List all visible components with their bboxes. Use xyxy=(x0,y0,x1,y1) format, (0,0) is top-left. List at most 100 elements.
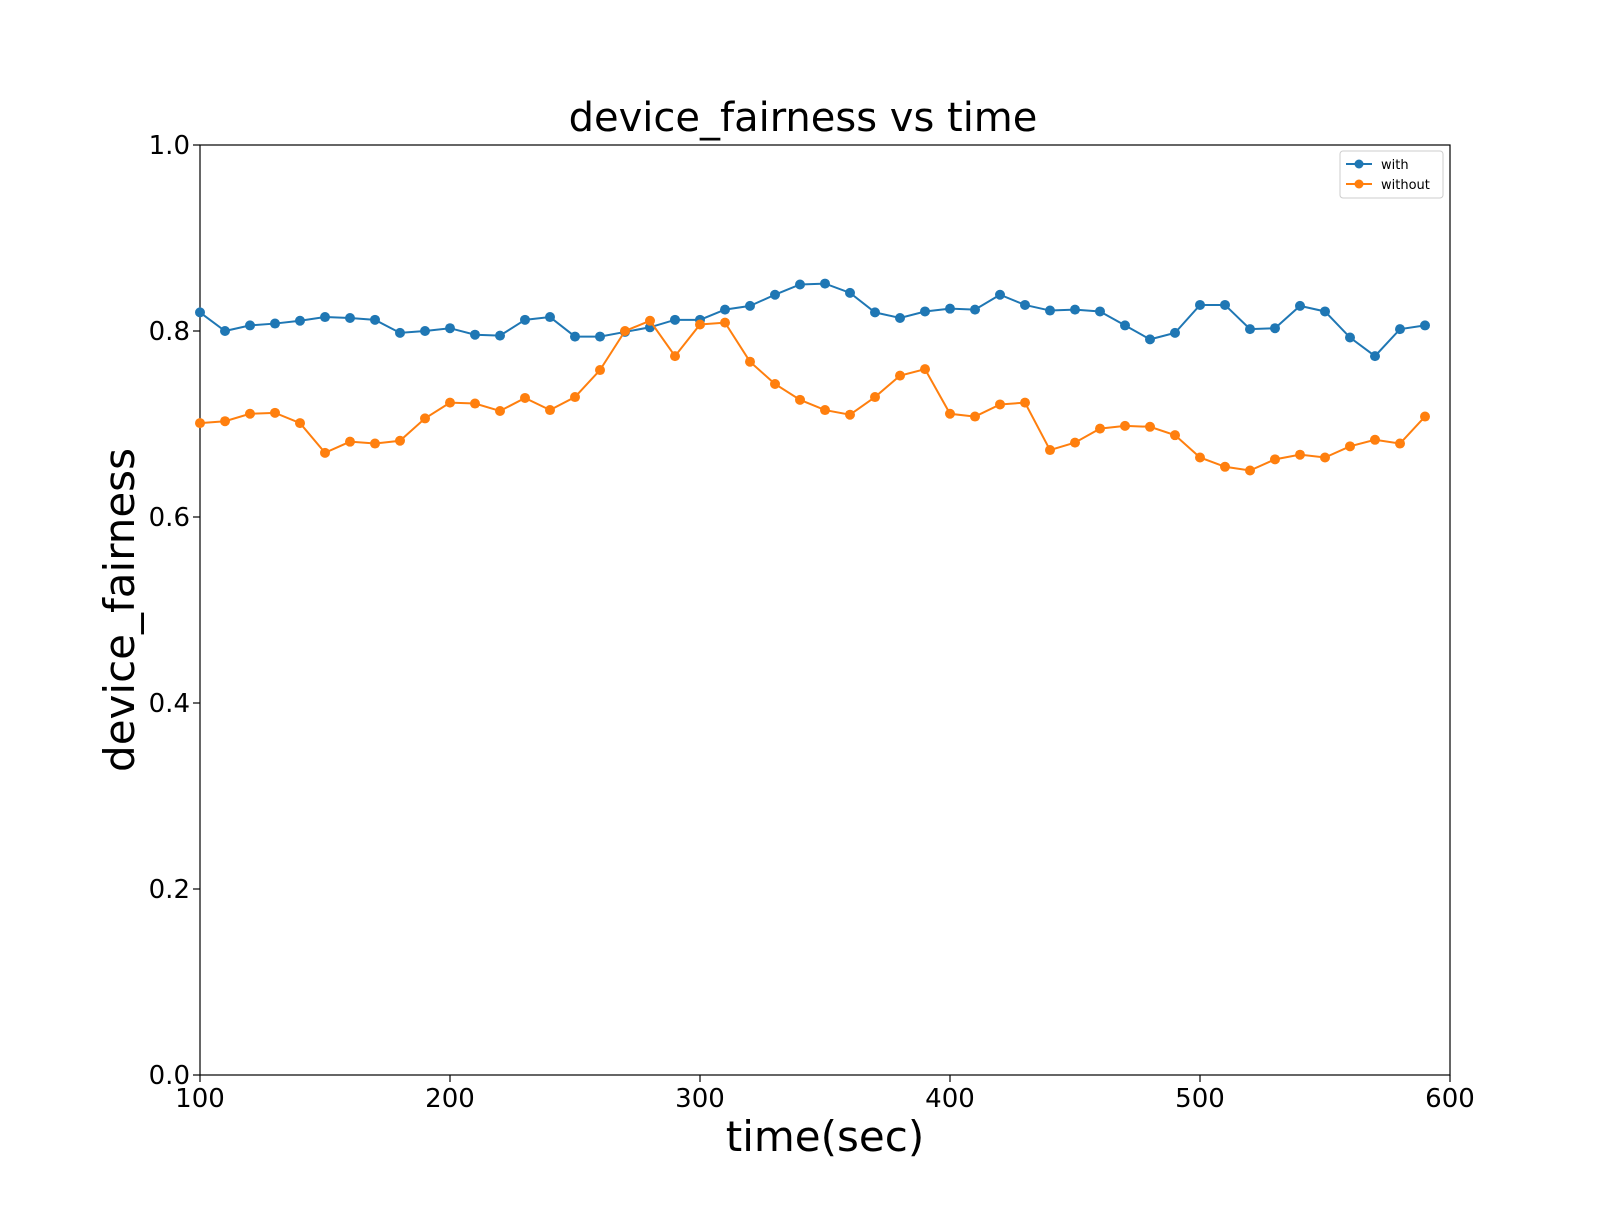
data-point-without xyxy=(470,398,480,409)
y-tick-label: 0.6 xyxy=(149,503,190,533)
plot-frame xyxy=(199,144,1451,1076)
data-point-with xyxy=(270,318,280,329)
data-point-with xyxy=(1070,304,1080,315)
data-point-without xyxy=(595,365,605,376)
data-point-without xyxy=(395,435,405,446)
data-point-without xyxy=(420,413,430,424)
data-point-without xyxy=(520,392,530,403)
data-point-with xyxy=(1395,324,1405,335)
data-point-with xyxy=(995,289,1005,300)
chart-title: device_fairness vs time xyxy=(569,95,1038,141)
data-point-with xyxy=(570,331,580,342)
data-point-without xyxy=(695,319,705,330)
data-point-without xyxy=(920,364,930,375)
data-point-without xyxy=(720,317,730,328)
legend-marker-with xyxy=(1354,159,1364,169)
data-point-without xyxy=(620,326,630,336)
data-point-without xyxy=(870,392,880,403)
data-point-with xyxy=(1245,324,1255,335)
data-point-without xyxy=(1270,454,1280,465)
data-point-with xyxy=(1170,327,1180,338)
data-point-without xyxy=(1145,421,1155,432)
data-point-with xyxy=(470,329,480,340)
data-point-without xyxy=(670,351,680,362)
x-axis: 100 200 300 400 500 600 xyxy=(175,1075,1475,1114)
data-point-without xyxy=(220,416,230,427)
data-point-with xyxy=(895,312,905,323)
data-point-with xyxy=(345,312,355,323)
data-point-without xyxy=(370,438,380,449)
data-point-with xyxy=(520,314,530,325)
data-point-without xyxy=(795,394,805,405)
legend-label-with: with xyxy=(1381,158,1409,173)
x-tick-label: 100 xyxy=(175,1084,225,1114)
data-point-without xyxy=(645,315,655,326)
x-tick-label: 500 xyxy=(1175,1084,1225,1114)
data-point-with xyxy=(1295,300,1305,311)
data-point-without xyxy=(995,399,1005,410)
data-point-with xyxy=(745,300,755,311)
data-point-without xyxy=(195,418,205,429)
data-point-without xyxy=(445,397,455,408)
data-point-without xyxy=(1020,397,1030,408)
data-point-with xyxy=(820,278,830,289)
data-point-with xyxy=(545,312,555,323)
data-point-with xyxy=(1420,320,1430,331)
data-point-with xyxy=(295,315,305,326)
data-point-without xyxy=(1245,465,1255,476)
data-point-with xyxy=(1095,306,1105,317)
data-point-without xyxy=(945,408,955,419)
data-point-without xyxy=(1070,437,1080,448)
data-point-without xyxy=(1370,434,1380,445)
data-point-without xyxy=(320,447,330,458)
data-point-with xyxy=(720,304,730,315)
series-layer xyxy=(195,278,1430,476)
x-axis-label: time(sec) xyxy=(726,1112,924,1161)
data-point-without xyxy=(1320,452,1330,463)
data-point-with xyxy=(1270,323,1280,334)
data-point-with xyxy=(1020,299,1030,310)
data-point-with xyxy=(1220,299,1230,310)
legend-frame xyxy=(1339,150,1444,199)
series-line-without xyxy=(199,319,1426,472)
data-point-without xyxy=(820,405,830,416)
x-tick-label: 600 xyxy=(1425,1084,1475,1114)
y-axis-label: device_fairness xyxy=(95,448,144,772)
legend: with without xyxy=(1339,150,1444,199)
data-point-without xyxy=(1195,452,1205,463)
x-tick-label: 200 xyxy=(425,1084,475,1114)
series-line-with xyxy=(199,282,1426,358)
data-point-with xyxy=(1195,299,1205,310)
data-point-with xyxy=(220,326,230,336)
legend-label-without: without xyxy=(1381,178,1430,193)
data-point-without xyxy=(1395,438,1405,449)
data-point-without xyxy=(1170,430,1180,441)
y-tick-label: 0.8 xyxy=(149,317,190,347)
data-point-with xyxy=(870,307,880,318)
data-point-with xyxy=(970,304,980,315)
data-point-with xyxy=(670,314,680,325)
data-point-without xyxy=(345,436,355,447)
data-point-without xyxy=(845,409,855,420)
plot-area xyxy=(199,144,1451,1076)
data-point-with xyxy=(1045,305,1055,316)
data-point-with xyxy=(445,323,455,334)
data-point-with xyxy=(395,327,405,338)
data-point-without xyxy=(1120,420,1130,431)
data-point-with xyxy=(1370,351,1380,362)
data-point-with xyxy=(245,320,255,331)
data-point-with xyxy=(845,287,855,298)
legend-marker-without xyxy=(1354,179,1364,189)
series-with xyxy=(195,278,1430,362)
data-point-with xyxy=(420,326,430,336)
data-point-with xyxy=(770,289,780,300)
y-tick-label: 0.0 xyxy=(149,1061,190,1091)
data-point-with xyxy=(1120,320,1130,331)
data-point-without xyxy=(770,379,780,390)
y-tick-label: 0.2 xyxy=(149,875,190,905)
data-point-without xyxy=(545,405,555,416)
data-point-without xyxy=(270,407,280,418)
data-point-without xyxy=(1220,461,1230,472)
